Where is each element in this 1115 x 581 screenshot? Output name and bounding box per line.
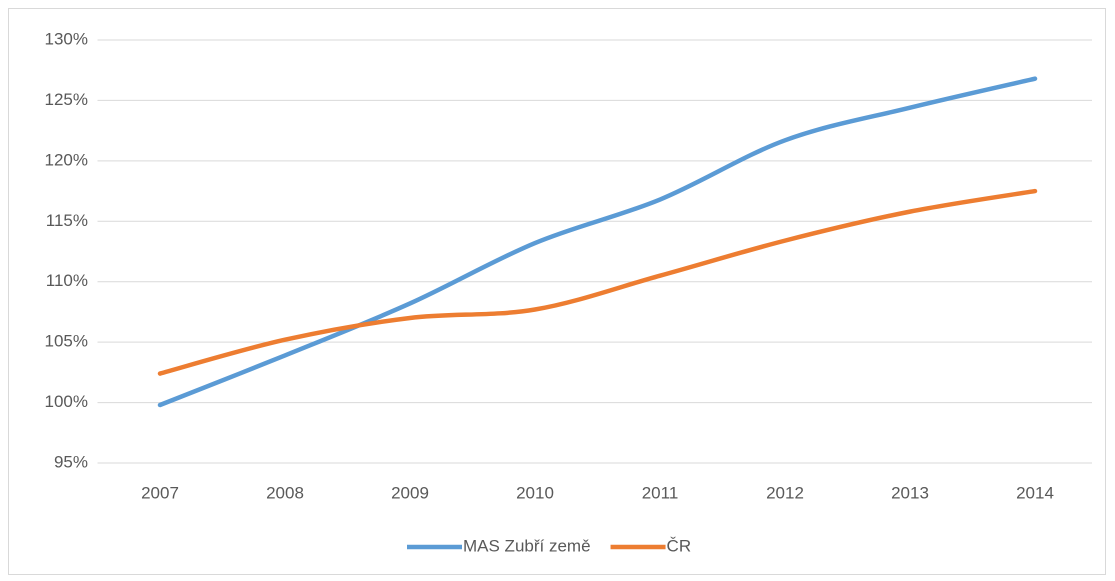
- legend-label: ČR: [667, 536, 692, 555]
- x-tick-label: 2012: [766, 483, 804, 502]
- y-tick-label: 120%: [45, 150, 88, 169]
- x-tick-label: 2009: [391, 483, 429, 502]
- x-tick-label: 2013: [891, 483, 929, 502]
- legend-label: MAS Zubří země: [463, 536, 591, 555]
- y-tick-label: 115%: [46, 211, 88, 230]
- y-tick-label: 95%: [54, 452, 88, 471]
- x-tick-label: 2014: [1016, 483, 1054, 502]
- series-line: [157, 188, 1038, 376]
- y-tick-label: 130%: [45, 29, 88, 48]
- x-tick-label: 2010: [516, 483, 554, 502]
- y-tick-label: 110%: [46, 271, 88, 290]
- x-tick-label: 2008: [266, 483, 304, 502]
- x-tick-label: 2007: [141, 483, 179, 502]
- x-tick-label: 2011: [642, 483, 679, 502]
- series-line: [157, 76, 1038, 408]
- y-tick-label: 100%: [45, 392, 88, 411]
- y-tick-label: 125%: [45, 90, 88, 109]
- y-tick-label: 105%: [45, 332, 88, 351]
